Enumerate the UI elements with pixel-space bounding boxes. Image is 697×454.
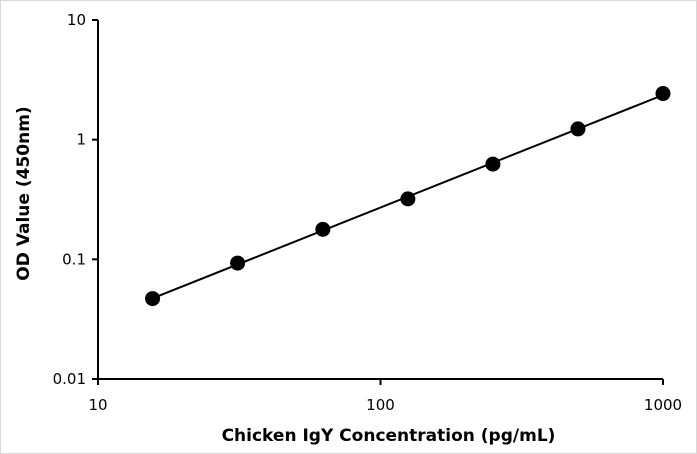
data-points xyxy=(145,86,671,307)
y-tick-label: 10 xyxy=(67,11,86,29)
data-point xyxy=(230,255,246,271)
data-point xyxy=(315,221,331,237)
data-point xyxy=(400,191,416,207)
x-axis-title: Chicken IgY Concentration (pg/mL) xyxy=(222,426,556,446)
x-axis-ticks: 10 100 1000 xyxy=(88,379,682,414)
data-point xyxy=(655,86,671,102)
data-point xyxy=(485,156,501,172)
y-tick-label: 0.01 xyxy=(53,370,86,388)
y-tick-label: 1 xyxy=(76,131,86,149)
y-axis-title: OD Value (450nm) xyxy=(14,106,34,280)
data-point xyxy=(570,121,586,137)
x-tick-label: 10 xyxy=(88,396,107,414)
y-tick-label: 0.1 xyxy=(62,250,86,268)
axes xyxy=(97,20,663,380)
y-axis-ticks: 10 1 0.1 0.01 xyxy=(53,11,98,388)
data-point xyxy=(145,291,161,307)
x-tick-label: 1000 xyxy=(644,396,682,414)
x-tick-label: 100 xyxy=(366,396,395,414)
